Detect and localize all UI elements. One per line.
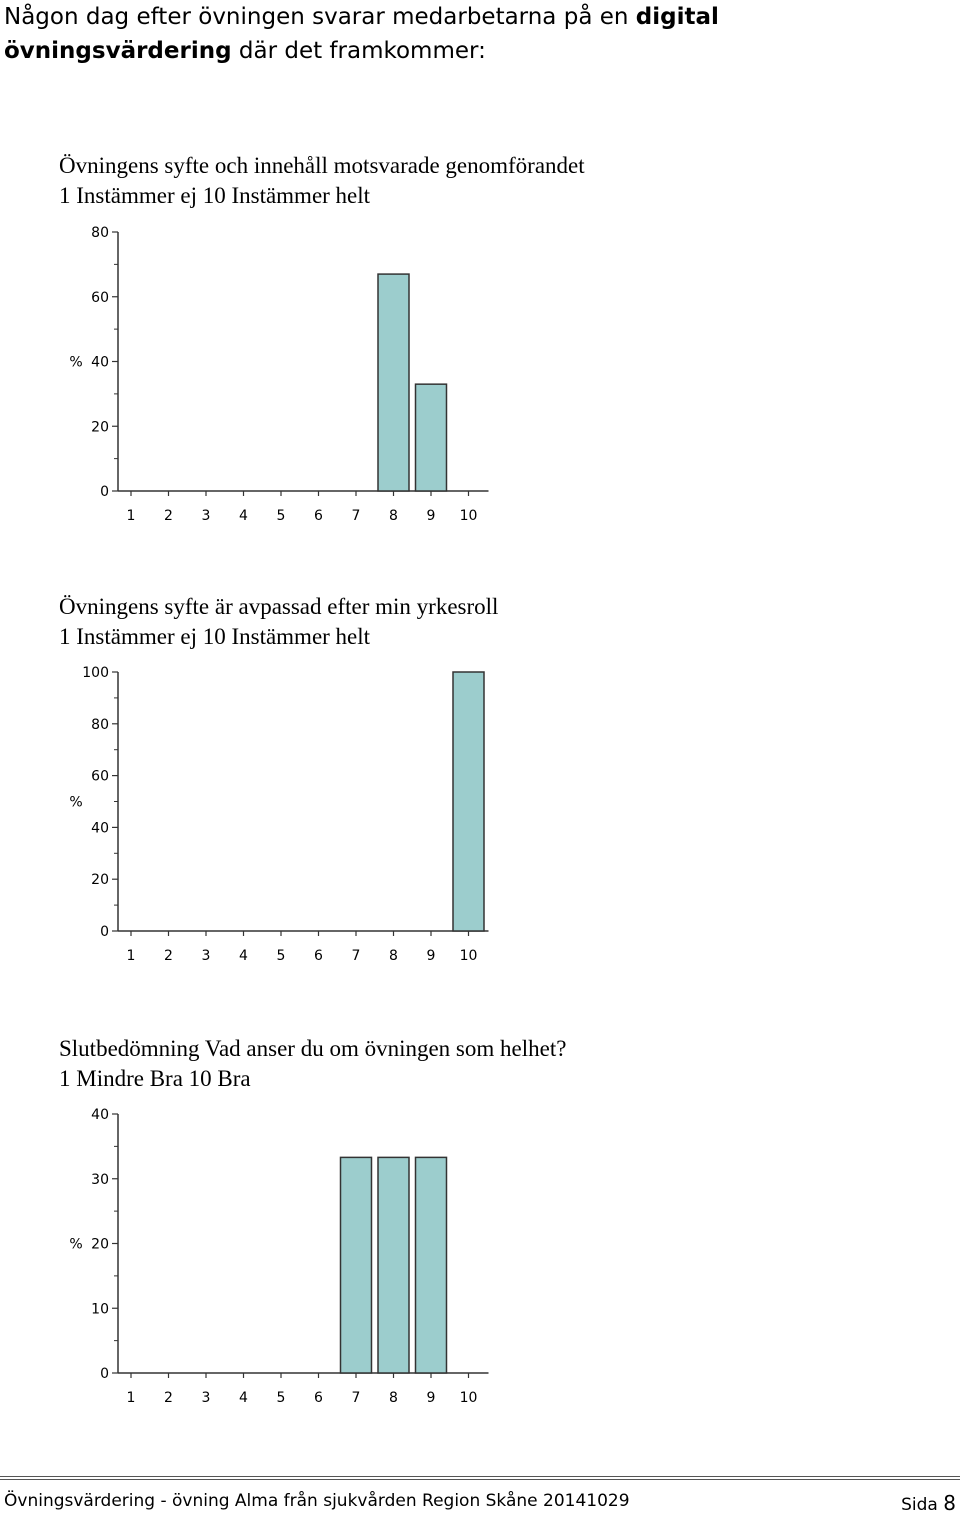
y-tick-label: 20 (91, 872, 109, 888)
y-tick-label: 40 (91, 355, 109, 371)
footer-rule-bottom (0, 1479, 960, 1480)
y-tick-label: 30 (91, 1172, 109, 1188)
x-tick-label: 4 (239, 948, 248, 964)
y-tick-label: 40 (91, 1107, 109, 1123)
x-tick-label: 4 (239, 508, 248, 524)
intro-paragraph: Någon dag efter övningen svarar medarbet… (4, 0, 719, 68)
x-tick-label: 10 (460, 1390, 478, 1406)
x-tick-label: 9 (427, 508, 436, 524)
x-tick-label: 5 (277, 1390, 286, 1406)
x-tick-label: 7 (352, 508, 361, 524)
x-tick-label: 1 (127, 508, 136, 524)
y-tick-label: 0 (100, 1366, 109, 1382)
x-tick-label: 1 (127, 1390, 136, 1406)
y-axis-label: % (69, 795, 82, 811)
chart-2: 0 20 40 60 80 100% 1 2 3 4 5 6 7 8 9 10 (60, 662, 500, 972)
bar-8 (377, 1156, 410, 1374)
chart-1: 0 20 40 60 80% 1 2 3 4 5 6 7 8 9 10 (60, 222, 500, 532)
bar-9 (414, 383, 448, 492)
question-2-title: Övningens syfte är avpassad efter min yr… (59, 594, 499, 619)
question-1-title: Övningens syfte och innehåll motsvarade … (59, 153, 585, 178)
y-tick-label: 10 (91, 1301, 109, 1317)
bar-7 (339, 1156, 373, 1374)
page-footer: Övningsvärdering - övning Alma från sjuk… (4, 1491, 956, 1515)
x-tick-label: 8 (389, 1390, 398, 1406)
x-tick-label: 9 (427, 1390, 436, 1406)
x-tick-label: 7 (352, 1390, 361, 1406)
y-tick-label: 40 (91, 820, 109, 836)
intro-suffix: där det framkommer: (238, 38, 486, 64)
y-tick-label: 0 (100, 924, 109, 940)
intro-bold-digital: digital (635, 4, 719, 30)
x-tick-label: 6 (314, 948, 323, 964)
footer-page-label: Sida (901, 1495, 938, 1515)
x-tick-label: 2 (164, 508, 173, 524)
footer-rule-top (0, 1476, 960, 1477)
x-tick-label: 2 (164, 1390, 173, 1406)
y-tick-label: 20 (91, 1237, 109, 1253)
x-tick-label: 10 (460, 948, 478, 964)
question-2-scale: 1 Instämmer ej 10 Instämmer helt (59, 624, 371, 649)
y-axis-label: % (69, 355, 82, 371)
x-tick-label: 9 (427, 948, 436, 964)
x-tick-label: 8 (389, 508, 398, 524)
y-axis-label: % (69, 1237, 82, 1253)
y-tick-label: 20 (91, 419, 109, 435)
footer-document-title: Övningsvärdering - övning Alma från sjuk… (4, 1491, 630, 1511)
x-tick-label: 10 (460, 508, 478, 524)
x-tick-label: 1 (127, 948, 136, 964)
y-tick-label: 60 (91, 769, 109, 785)
footer-page-number: Sida 8 (901, 1491, 956, 1515)
question-1-scale: 1 Instämmer ej 10 Instämmer helt (59, 183, 371, 208)
x-tick-label: 2 (164, 948, 173, 964)
intro-prefix: Någon dag efter övningen svarar medarbet… (4, 4, 629, 30)
y-tick-label: 0 (100, 484, 109, 500)
y-tick-label: 100 (82, 665, 109, 681)
x-tick-label: 5 (277, 948, 286, 964)
x-tick-label: 3 (202, 1390, 211, 1406)
bar-8 (377, 273, 410, 492)
footer-page-value: 8 (943, 1491, 956, 1515)
x-tick-label: 6 (314, 508, 323, 524)
x-tick-label: 8 (389, 948, 398, 964)
x-tick-label: 3 (202, 948, 211, 964)
question-3-title: Slutbedömning Vad anser du om övningen s… (59, 1036, 567, 1061)
y-tick-label: 60 (91, 290, 109, 306)
y-tick-label: 80 (91, 225, 109, 241)
chart-3: 0 10 20 30 40% 1 2 3 4 5 6 7 8 9 10 (60, 1104, 500, 1414)
x-tick-label: 5 (277, 508, 286, 524)
x-tick-label: 4 (239, 1390, 248, 1406)
question-3-scale: 1 Mindre Bra 10 Bra (59, 1066, 251, 1091)
y-tick-label: 80 (91, 717, 109, 733)
intro-bold-evaluation: övningsvärdering (4, 38, 232, 64)
x-tick-label: 7 (352, 948, 361, 964)
x-tick-label: 6 (314, 1390, 323, 1406)
x-tick-label: 3 (202, 508, 211, 524)
bar-9 (414, 1156, 448, 1374)
bar-10 (452, 671, 485, 932)
